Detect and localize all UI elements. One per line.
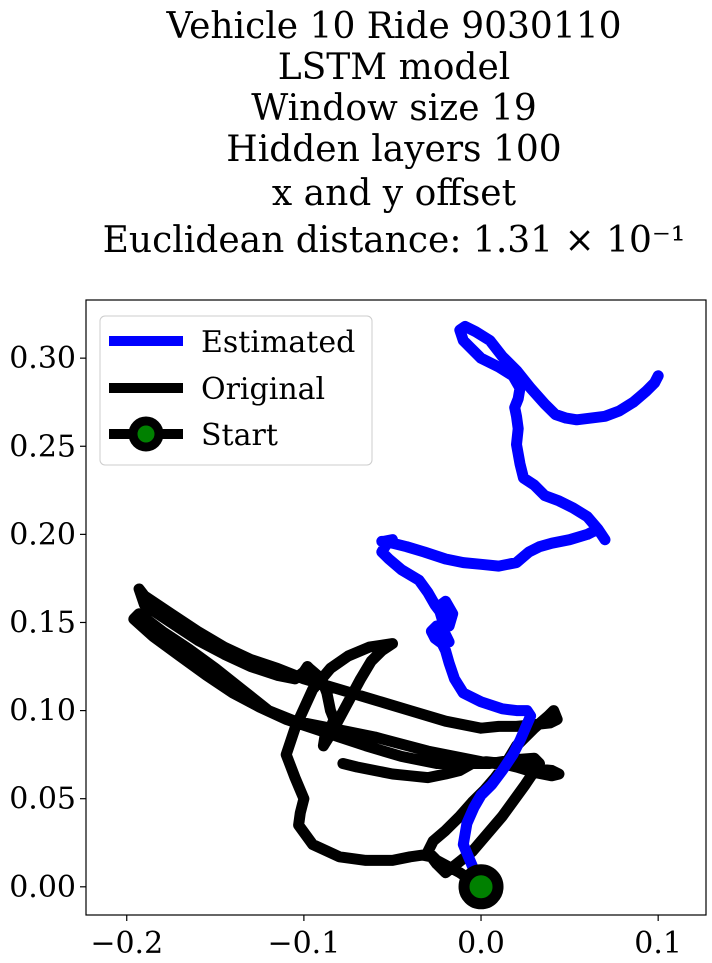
title-line: Vehicle 10 Ride 9030110 [165,6,621,47]
y-tick-label: 0.20 [9,517,76,552]
y-tick-label: 0.05 [9,782,76,817]
legend-label-start: Start [201,418,278,453]
title-line: LSTM model [278,47,511,88]
x-tick-label: −0.1 [267,926,340,961]
y-tick-label: 0.30 [9,341,76,376]
legend-swatch-start-marker [128,416,164,452]
chart-title: Vehicle 10 Ride 9030110 LSTM model Windo… [103,6,686,261]
axes-frame [85,299,707,916]
legend-label-original: Original [201,372,325,407]
start-marker [458,864,504,910]
title-line: Hidden layers 100 [226,129,561,170]
series-line-original [128,583,565,893]
x-axis: −0.2 −0.1 0.0 0.1 [90,915,682,961]
legend: Estimated Original Start [99,315,373,466]
legend-label-estimated: Estimated [201,325,355,360]
y-tick-label: 0.10 [9,694,76,729]
x-tick-label: −0.2 [90,926,163,961]
title-line: x and y offset [272,173,517,214]
start-layer [458,864,504,910]
series-line-estimated [376,320,664,893]
x-tick-label: 0.1 [634,926,682,961]
title-line: Window size 19 [251,88,537,129]
y-axis: 0.00 0.05 0.10 0.15 0.20 0.25 0.30 [9,341,86,905]
legend-box [99,315,373,466]
y-tick-label: 0.25 [9,429,76,464]
title-line: Euclidean distance: 1.31 × 10⁻¹ [103,220,686,261]
series-layer [128,320,664,893]
y-tick-label: 0.15 [9,605,76,640]
plot-area [128,320,664,910]
x-tick-label: 0.0 [457,926,505,961]
y-tick-label: 0.00 [9,870,76,905]
